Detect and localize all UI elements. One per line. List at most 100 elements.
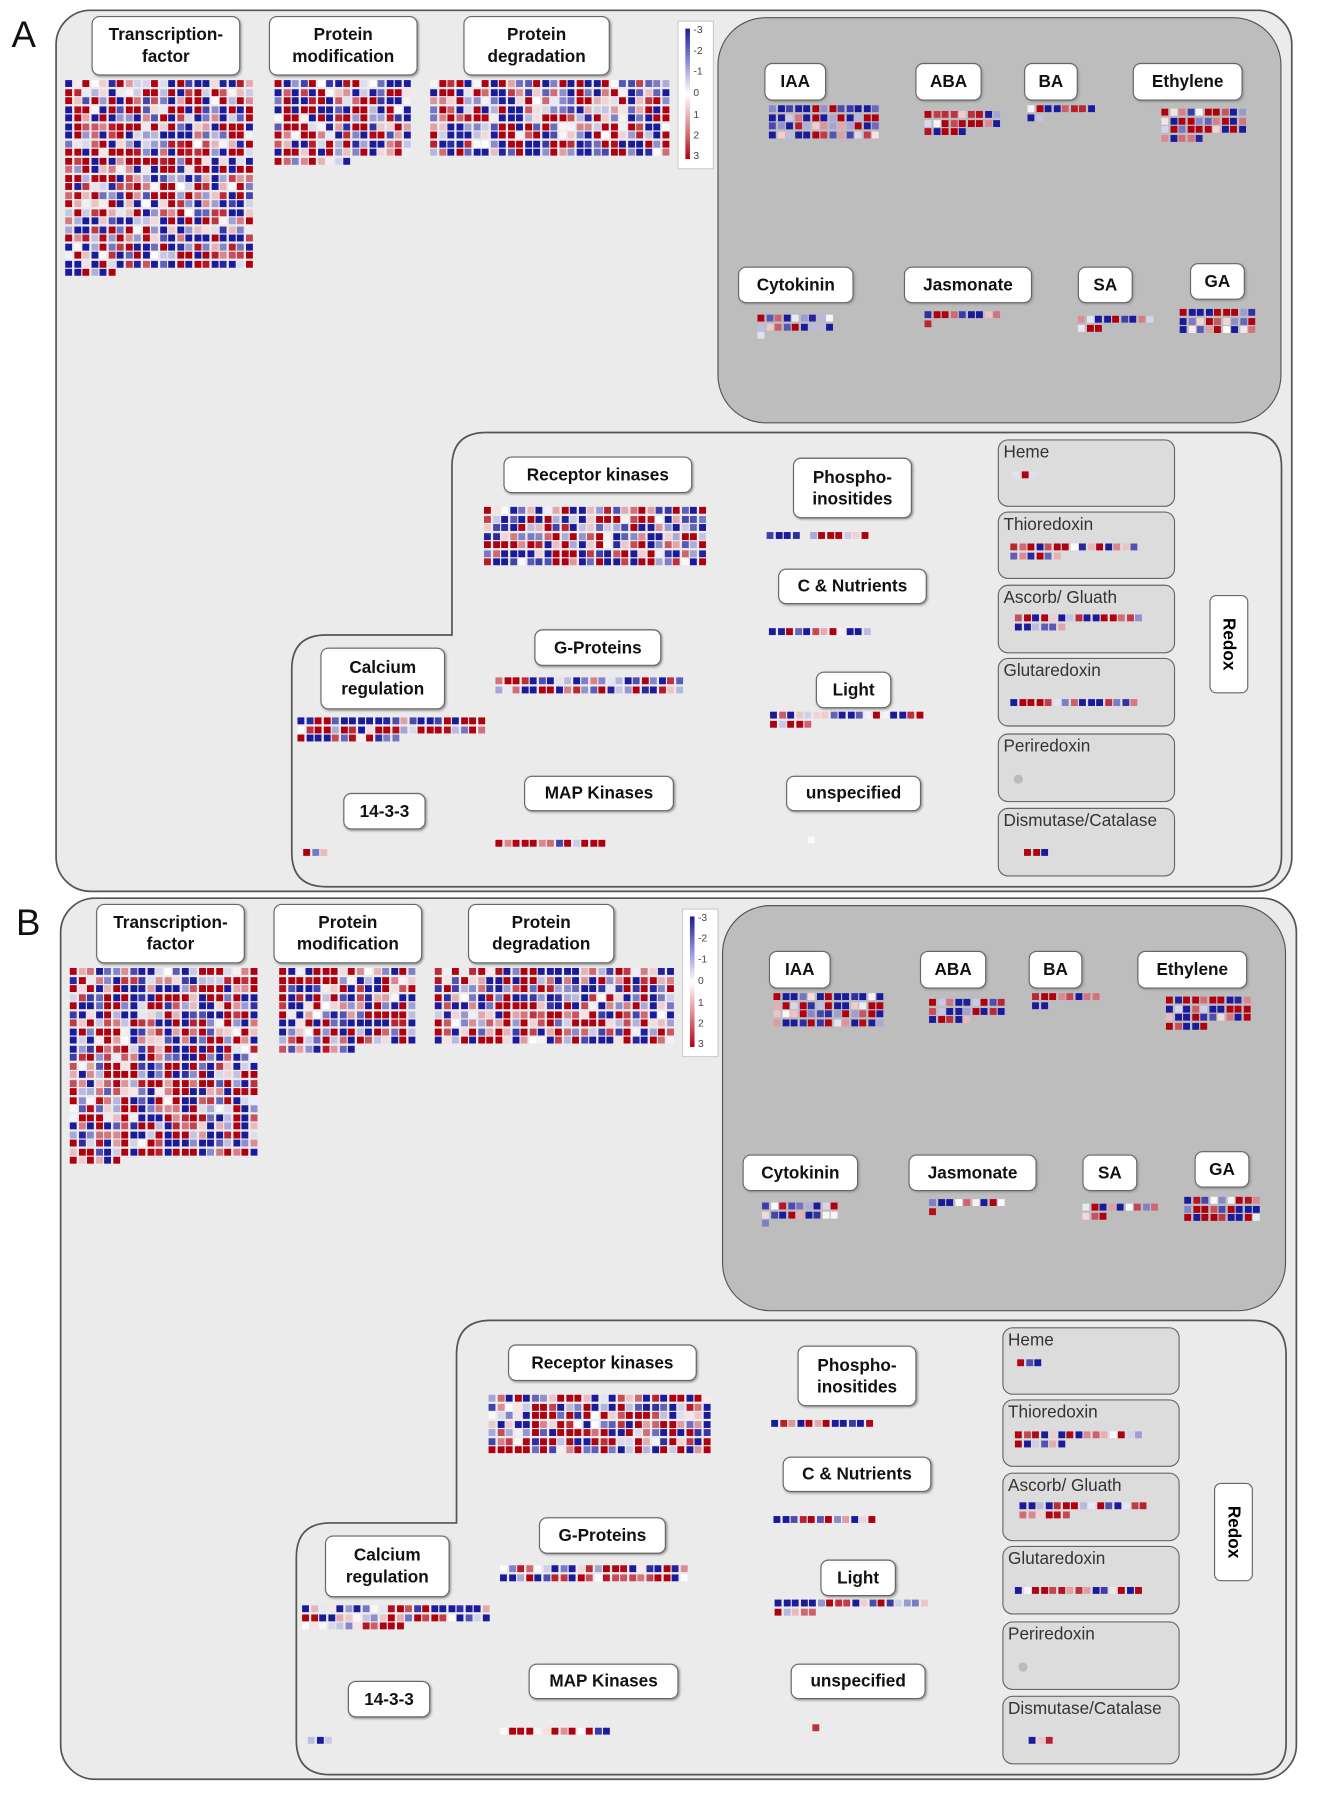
label-aba[interactable]: ABA xyxy=(915,62,982,101)
heatmap-cell xyxy=(850,1001,858,1009)
heatmap-cell xyxy=(155,1053,163,1062)
heatmap-cell xyxy=(807,1018,816,1027)
heatmap-cell xyxy=(465,1613,473,1622)
heatmap-cell xyxy=(520,967,528,976)
heatmap-cell xyxy=(176,191,184,199)
label-g-proteins[interactable]: G-Proteins xyxy=(534,629,662,666)
heatmap-cell xyxy=(185,251,193,259)
label-redox[interactable]: Redox xyxy=(1209,594,1249,694)
label-map-kinases[interactable]: MAP Kinases xyxy=(524,775,674,812)
panel-letter: A xyxy=(11,13,36,55)
heatmap-cell xyxy=(492,532,500,540)
label-protein-modification[interactable]: Protein modification xyxy=(268,16,418,76)
label-jasmonate[interactable]: Jasmonate xyxy=(908,1154,1037,1192)
label-g-proteins[interactable]: G-Proteins xyxy=(538,1517,666,1554)
label-ga[interactable]: GA xyxy=(1194,1151,1250,1188)
label-phosphoinositides[interactable]: Phospho- inositides xyxy=(797,1345,917,1407)
label-sa[interactable]: SA xyxy=(1077,266,1133,304)
label-ethylene[interactable]: Ethylene xyxy=(1137,950,1248,989)
label-sa[interactable]: SA xyxy=(1082,1154,1138,1192)
heatmap-cell xyxy=(563,967,571,976)
heatmap-cell xyxy=(207,1113,215,1122)
heatmap-cell xyxy=(486,1028,494,1036)
heatmap-cell xyxy=(99,260,107,268)
label-aba[interactable]: ABA xyxy=(919,950,987,989)
label-ba[interactable]: BA xyxy=(1024,62,1078,101)
label-cytokinin[interactable]: Cytokinin xyxy=(738,266,854,304)
heatmap-cell xyxy=(808,1599,817,1607)
heatmap-cell xyxy=(1018,543,1027,551)
label-14-3-3[interactable]: 14-3-3 xyxy=(347,1680,431,1718)
heatmap-cell xyxy=(498,131,507,139)
label-ethylene[interactable]: Ethylene xyxy=(1132,62,1243,101)
redox-thioredoxin[interactable]: Thioredoxin xyxy=(997,511,1176,579)
label-ba[interactable]: BA xyxy=(1028,950,1083,989)
label-protein-modification[interactable]: Protein modification xyxy=(273,903,423,964)
redox-thioredoxin[interactable]: Thioredoxin xyxy=(1002,1399,1180,1467)
label-receptor-kinases[interactable]: Receptor kinases xyxy=(508,1344,697,1382)
heatmap-cell xyxy=(526,558,535,566)
heatmap-cell xyxy=(155,1088,163,1096)
heatmap-cell xyxy=(181,1088,189,1096)
label-cytokinin[interactable]: Cytokinin xyxy=(742,1154,859,1192)
label-redox[interactable]: Redox xyxy=(1213,1482,1253,1582)
label-jasmonate[interactable]: Jasmonate xyxy=(903,266,1033,304)
label-iaa[interactable]: IAA xyxy=(768,950,831,989)
label-light[interactable]: Light xyxy=(820,1559,896,1597)
redox-glutaredoxin[interactable]: Glutaredoxin xyxy=(997,657,1176,727)
redox-dismutase-catalase[interactable]: Dismutase/Catalase xyxy=(997,807,1176,877)
heatmap-cell xyxy=(1222,326,1230,334)
heatmap-cell xyxy=(181,993,189,1001)
heatmap-cell xyxy=(584,148,592,156)
heatmap-cell xyxy=(370,1605,378,1613)
label-protein-degradation[interactable]: Protein degradation xyxy=(463,16,610,76)
heatmap-cell xyxy=(1049,1431,1057,1439)
redox-periredoxin[interactable]: Periredoxin xyxy=(1002,1621,1180,1690)
label-transcription-factor[interactable]: Transcription- factor xyxy=(91,16,241,76)
label-unspecified[interactable]: unspecified xyxy=(786,775,922,812)
label-light[interactable]: Light xyxy=(815,671,892,709)
heatmap-cell xyxy=(1218,1213,1226,1222)
label-unspecified[interactable]: unspecified xyxy=(790,1663,926,1700)
heatmap-cell xyxy=(508,1573,516,1582)
heatmap-cell xyxy=(473,105,481,114)
heatmap-cell xyxy=(561,506,569,515)
heatmap-cell xyxy=(518,558,526,566)
heatmap-cell xyxy=(193,80,202,88)
panel: B -3 -2 -1 0 1 2 3 Transcription- factor… xyxy=(16,897,1333,1789)
label-protein-degradation[interactable]: Protein degradation xyxy=(467,903,615,964)
heatmap-cell xyxy=(773,1516,781,1524)
heatmap-cell xyxy=(569,541,578,549)
redox-heme[interactable]: Heme xyxy=(997,439,1176,507)
heatmap-cell xyxy=(757,314,765,322)
heatmap-cell xyxy=(593,140,601,148)
heatmap-cell xyxy=(520,976,528,984)
heatmap-cell xyxy=(822,1419,830,1428)
heatmap-cell xyxy=(593,105,601,114)
label-calcium-regulation[interactable]: Calcium regulation xyxy=(324,1535,450,1598)
heatmap-cell xyxy=(434,967,443,976)
heatmap-cell xyxy=(507,123,515,131)
label-receptor-kinases[interactable]: Receptor kinases xyxy=(503,456,693,494)
heatmap-cell xyxy=(601,88,610,96)
heatmap-cell xyxy=(460,1028,468,1036)
label-c-nutrients[interactable]: C & Nutrients xyxy=(778,568,927,605)
label-iaa[interactable]: IAA xyxy=(764,62,827,101)
redox-glutaredoxin[interactable]: Glutaredoxin xyxy=(1002,1545,1180,1615)
redox-periredoxin[interactable]: Periredoxin xyxy=(997,733,1176,803)
heatmap-cell xyxy=(95,993,103,1001)
label-phosphoinositides[interactable]: Phospho- inositides xyxy=(792,457,912,519)
label-14-3-3[interactable]: 14-3-3 xyxy=(343,792,426,830)
redox-dismutase-catalase[interactable]: Dismutase/Catalase xyxy=(1002,1695,1180,1765)
heatmap-cell xyxy=(357,734,365,742)
heatmap-cell xyxy=(241,1062,249,1070)
label-map-kinases[interactable]: MAP Kinases xyxy=(528,1663,679,1700)
heatmap-cell xyxy=(291,131,299,139)
heatmap-cell xyxy=(456,1605,464,1613)
heatmap-cell xyxy=(529,985,537,993)
label-transcription-factor[interactable]: Transcription- factor xyxy=(96,903,245,964)
heatmap-cell xyxy=(1049,623,1057,631)
label-ga[interactable]: GA xyxy=(1189,263,1245,300)
label-c-nutrients[interactable]: C & Nutrients xyxy=(782,1456,932,1493)
label-calcium-regulation[interactable]: Calcium regulation xyxy=(320,647,446,710)
